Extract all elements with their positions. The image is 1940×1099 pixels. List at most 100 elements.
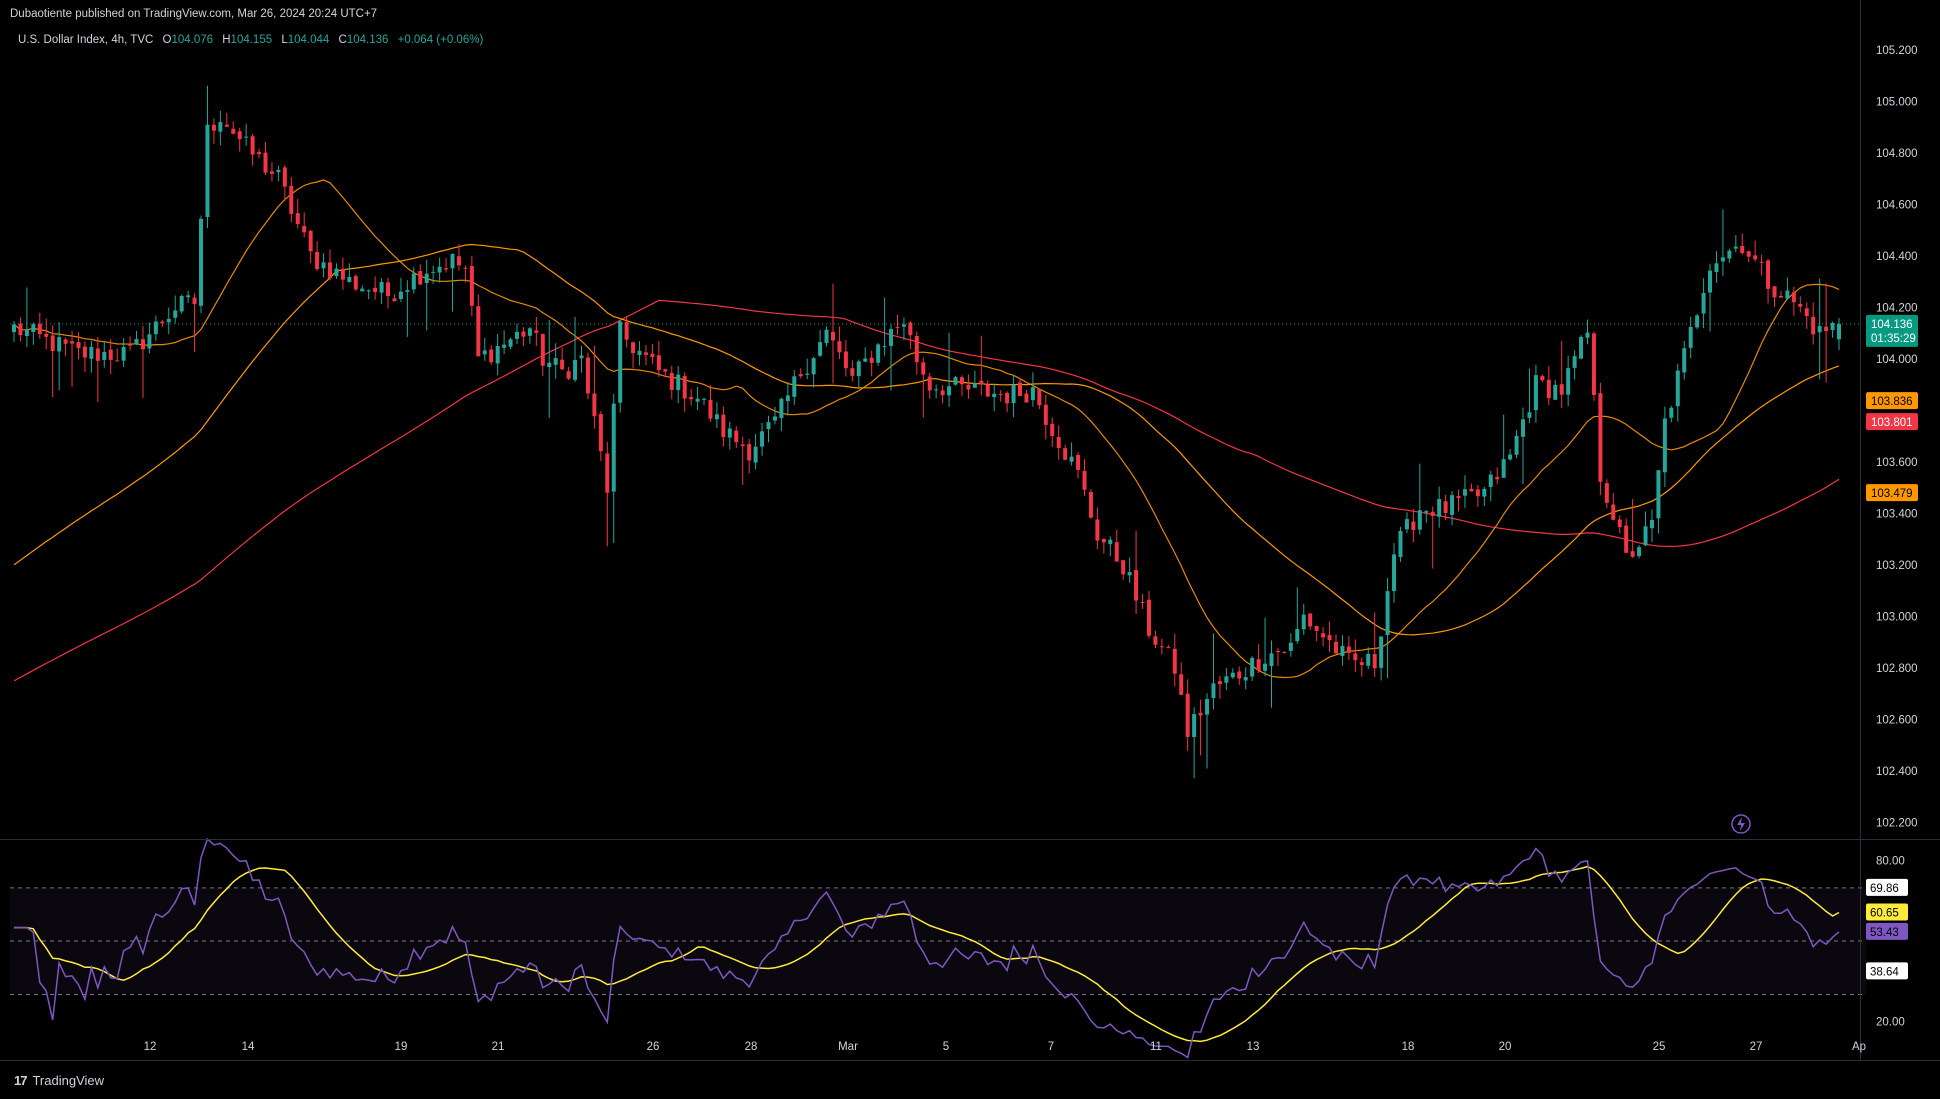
candle <box>1753 240 1758 262</box>
candle-body <box>327 262 332 279</box>
candle-body <box>1669 407 1674 418</box>
candle <box>901 317 906 341</box>
candle-body <box>682 375 687 399</box>
candle-body <box>508 339 513 347</box>
candle-body <box>495 346 500 364</box>
candle <box>392 294 397 302</box>
candle <box>1275 648 1280 666</box>
candle <box>1385 577 1390 679</box>
candle <box>224 112 229 127</box>
candle <box>818 329 823 357</box>
candle-body <box>656 355 661 371</box>
candle-body <box>1140 601 1145 603</box>
candle <box>1069 442 1074 466</box>
candle <box>231 121 236 135</box>
candle-body <box>785 395 790 402</box>
candle <box>1740 233 1745 255</box>
candle-body <box>1778 296 1783 298</box>
candle-body <box>598 414 603 452</box>
candle <box>534 316 539 347</box>
candle-body <box>1024 393 1029 403</box>
candle <box>334 263 339 279</box>
candle <box>37 312 42 339</box>
candle-body <box>405 290 410 292</box>
candle <box>121 338 126 368</box>
rsi-value-box <box>1866 922 1908 940</box>
candle-body <box>76 342 81 349</box>
time-tick-label: 27 <box>1750 1041 1763 1053</box>
candle-body <box>37 323 42 335</box>
candle-body <box>392 298 397 302</box>
candle <box>205 85 210 229</box>
candle <box>785 382 790 416</box>
axes: 105.200 105.000 104.800 104.600 104.400 104.2… <box>0 0 1940 1061</box>
candle <box>1695 313 1700 330</box>
candle <box>747 438 752 474</box>
candle <box>824 326 829 347</box>
candle <box>1366 647 1371 670</box>
candle <box>1501 414 1506 478</box>
candle <box>192 293 197 352</box>
candle-body <box>1688 326 1693 348</box>
candle <box>863 347 868 363</box>
candle-body <box>1043 404 1048 425</box>
candle-body <box>547 362 552 368</box>
rsi-value-box <box>1866 962 1908 980</box>
candle-body <box>527 328 532 336</box>
candle <box>1198 699 1203 756</box>
candle <box>115 348 120 362</box>
candle <box>379 278 384 304</box>
candle-body <box>1488 474 1493 487</box>
candle <box>1514 429 1519 459</box>
candle <box>1720 209 1725 276</box>
brand-name: TradingView <box>32 1073 105 1088</box>
price-tick-label: 103.000 <box>1876 611 1918 623</box>
rsi-band-fill <box>10 887 1866 995</box>
last-price-tag-box <box>1866 314 1918 347</box>
time-tick-label: 11 <box>1150 1041 1162 1053</box>
candle-body <box>624 322 629 340</box>
candle <box>1359 657 1364 677</box>
candle <box>1456 489 1461 512</box>
candle-body <box>431 271 436 273</box>
candle-body <box>140 339 145 350</box>
candle <box>1527 368 1532 424</box>
candle <box>469 256 474 316</box>
candle <box>1076 452 1081 479</box>
candle-body <box>1424 511 1429 513</box>
candle <box>695 386 700 411</box>
rsi-tick-label: 80.00 <box>1876 856 1905 868</box>
candle-body <box>424 273 429 283</box>
candle-body <box>1159 646 1164 648</box>
candle-body <box>1701 293 1706 314</box>
candle <box>463 265 468 283</box>
candle-body <box>1604 483 1609 503</box>
candle-body <box>972 383 977 388</box>
candle-body <box>585 357 590 394</box>
candle-body <box>1179 674 1184 695</box>
candle <box>1611 492 1616 521</box>
candle-body <box>244 136 249 138</box>
candle-body <box>779 398 784 419</box>
candle-body <box>540 334 545 366</box>
candle-body <box>1811 316 1816 335</box>
candle-body <box>805 373 810 375</box>
candle <box>843 340 848 377</box>
candle <box>966 374 971 399</box>
candle <box>1185 679 1190 751</box>
candle <box>515 323 520 345</box>
candle <box>1837 317 1841 351</box>
candle-body <box>689 397 694 400</box>
candle-body <box>450 253 455 269</box>
candle-body <box>740 444 745 447</box>
candle-body <box>1837 323 1841 340</box>
candle-body <box>1495 476 1500 480</box>
candle-body <box>1579 336 1584 359</box>
candle-body <box>1462 489 1467 496</box>
candle-body <box>1798 303 1803 307</box>
candle-body <box>1404 519 1409 530</box>
candle-body <box>1591 333 1596 395</box>
main-pane <box>10 85 1862 779</box>
candle <box>1572 350 1577 380</box>
